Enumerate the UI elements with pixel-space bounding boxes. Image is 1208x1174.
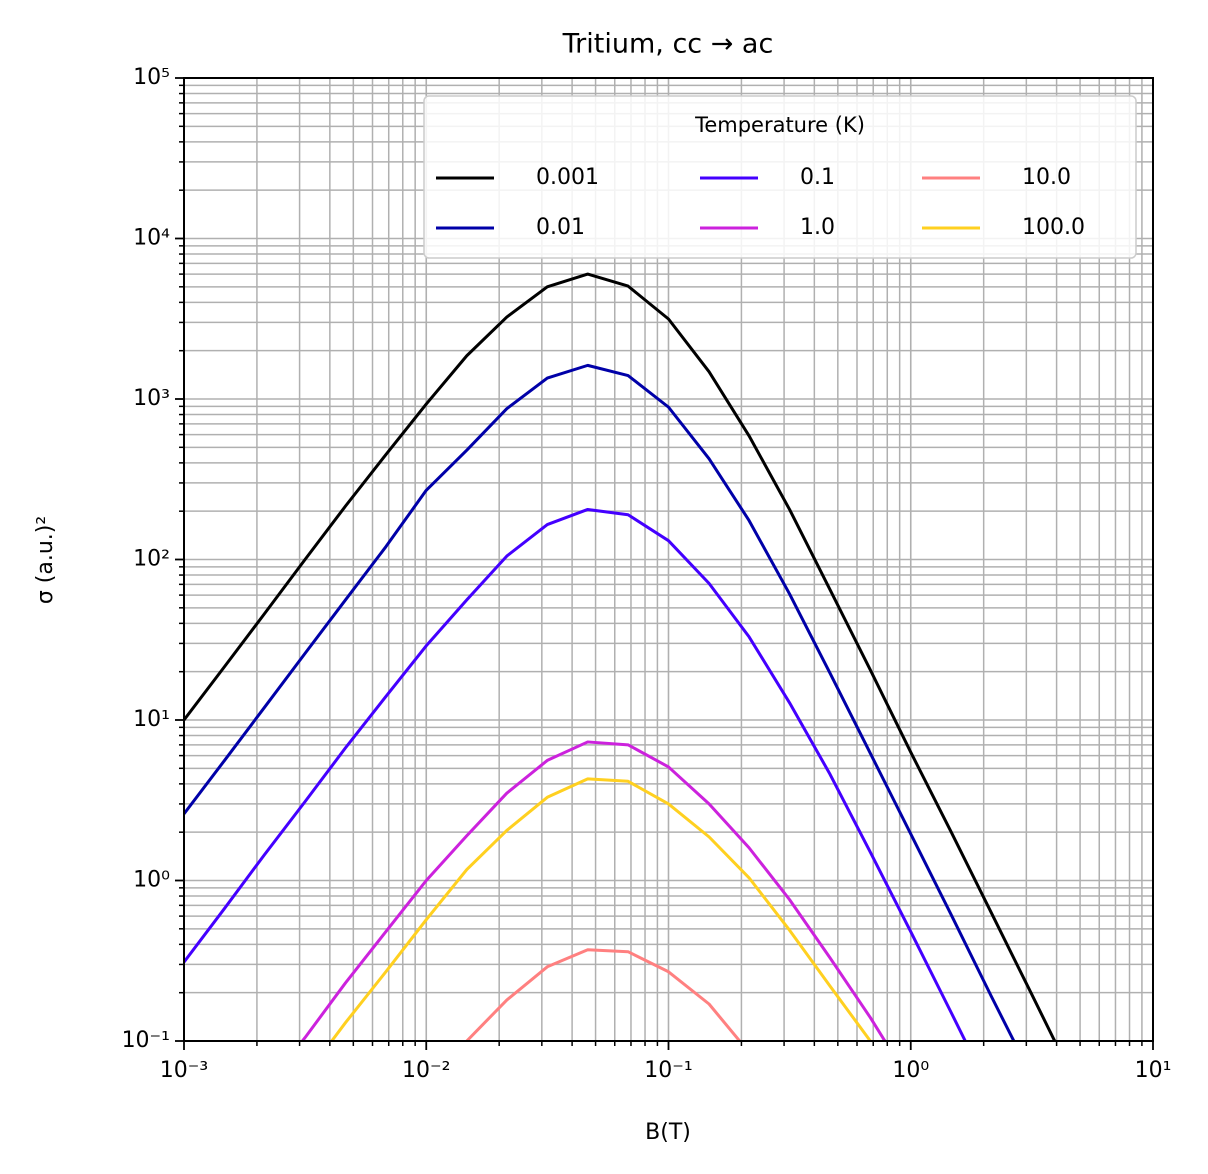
series-line xyxy=(300,740,887,1041)
legend-box xyxy=(423,95,1137,259)
series-line xyxy=(184,507,967,1041)
y-tick-label: 10⁻¹ xyxy=(122,1028,170,1053)
x-tick-label: 10⁻³ xyxy=(160,1058,208,1083)
x-tick-label: 10⁰ xyxy=(892,1058,929,1083)
ticks: 10⁻³ 10⁻² 10⁻¹ 10⁰ 10¹ 10⁻¹ 10⁰ 10¹ 10² 10³ 10⁴ 10⁵ xyxy=(122,65,1172,1083)
y-axis-label: σ (a.u.)² xyxy=(33,516,58,604)
plot-lines xyxy=(184,272,1057,1041)
series-line xyxy=(184,272,1057,1041)
x-axis-label: B(T) xyxy=(645,1120,691,1145)
series-line xyxy=(329,777,873,1041)
legend-label: 100.0 xyxy=(1022,215,1085,240)
y-tick-label: 10² xyxy=(133,547,170,572)
legend: Temperature (K) 0.001 0.01 0.1 1.0 10.0 100.0 xyxy=(423,95,1137,259)
legend-label: 0.01 xyxy=(536,215,585,240)
y-tick-label: 10⁵ xyxy=(133,65,170,90)
legend-label: 10.0 xyxy=(1022,165,1071,190)
x-tick-label: 10⁻¹ xyxy=(644,1058,692,1083)
legend-title: Temperature (K) xyxy=(694,113,865,137)
y-tick-label: 10⁴ xyxy=(133,226,170,251)
legend-label: 0.1 xyxy=(800,165,835,190)
y-tick-label: 10⁰ xyxy=(133,868,170,893)
series-line xyxy=(464,948,742,1041)
x-tick-label: 10¹ xyxy=(1135,1058,1172,1083)
x-tick-label: 10⁻² xyxy=(402,1058,450,1083)
legend-label: 0.001 xyxy=(536,165,599,190)
chart-title: Tritium, cc → ac xyxy=(562,29,774,60)
series-line xyxy=(184,363,1016,1041)
y-tick-label: 10³ xyxy=(133,386,170,411)
y-tick-label: 10¹ xyxy=(133,707,170,732)
legend-label: 1.0 xyxy=(800,215,835,240)
